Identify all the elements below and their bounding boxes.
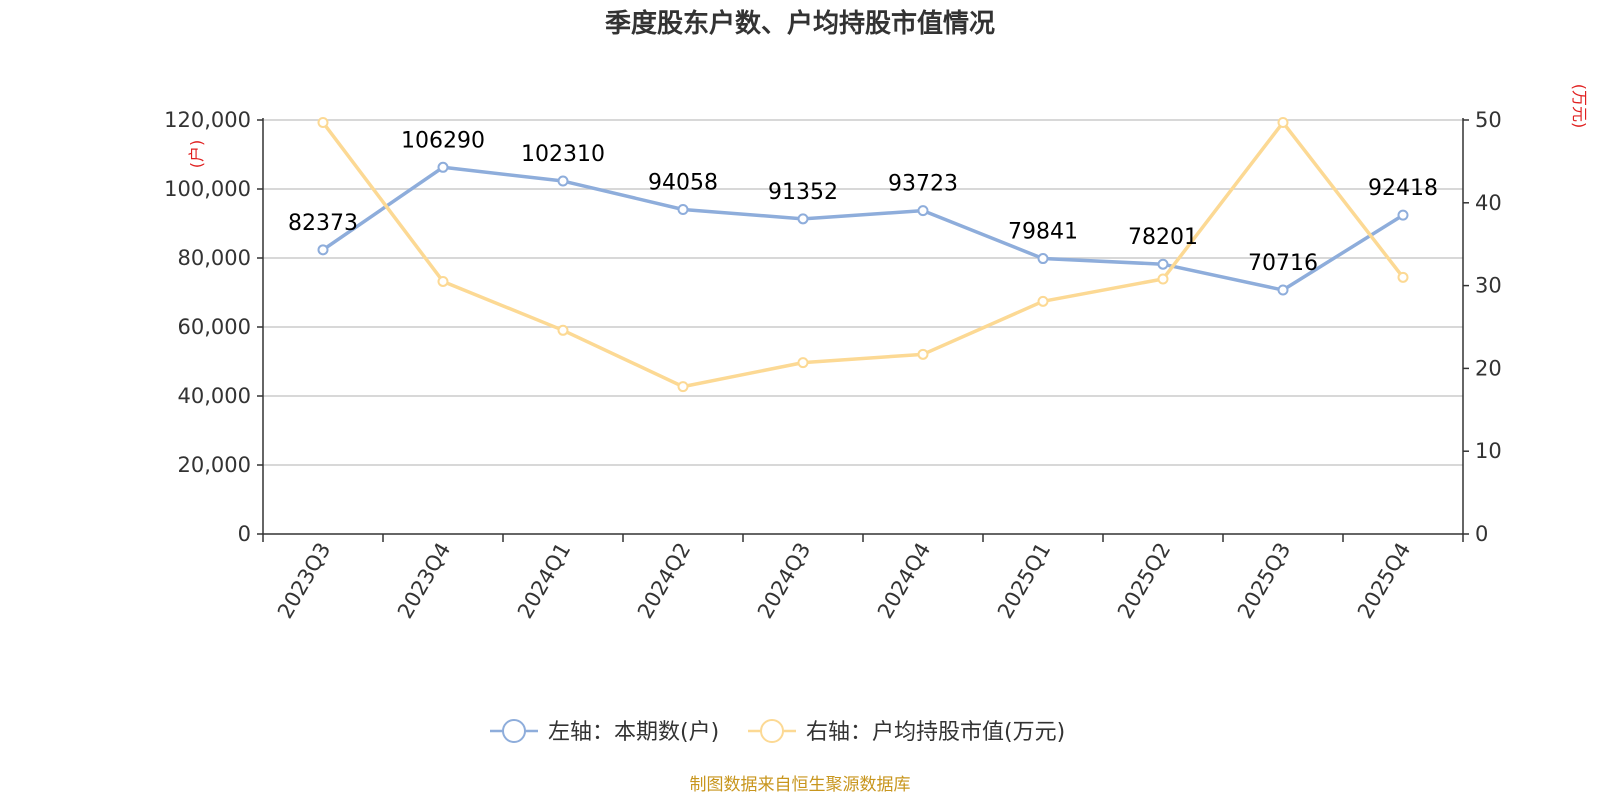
left-axis-tick-label: 60,000 [178,315,251,339]
legend-marker-icon [760,719,784,743]
x-axis-tick-label: 2024Q1 [513,539,575,623]
data-point-right[interactable] [917,348,929,360]
left-axis-unit: (户) [187,140,206,169]
series-line-left [322,165,1404,292]
left-axis-tick-label: 100,000 [164,177,251,201]
x-axis-tick-label: 2024Q4 [873,539,935,623]
x-axis-tick-label: 2023Q3 [273,539,335,623]
data-point-left[interactable] [1397,209,1409,221]
data-point-left[interactable] [1277,284,1289,296]
data-point-left[interactable] [797,213,809,225]
right-axis-unit: (万元) [1570,84,1589,129]
data-point-left[interactable] [1157,258,1169,270]
left-axis-tick-label: 80,000 [178,246,251,270]
x-axis-tick-label: 2024Q3 [753,539,815,623]
data-labels: 82373 106290 102310 94058 91352 93723 79841 782… [288,128,1438,276]
data-point-right[interactable] [1397,271,1409,283]
data-point-right[interactable] [1277,116,1289,128]
data-point-left[interactable] [557,175,569,187]
data-point-right[interactable] [1037,295,1049,307]
left-axis-tick-label: 120,000 [164,108,251,132]
legend-label: 左轴：本期数(户) [548,720,719,745]
data-label: 79841 [1008,220,1078,245]
right-axis-tick-label: 20 [1475,356,1502,380]
x-axis-tick-label: 2024Q2 [633,539,695,623]
data-label: 70716 [1248,251,1318,276]
data-label: 94058 [648,170,718,195]
source-note: 制图数据来自恒生聚源数据库 [690,775,911,795]
left-axis-tick-label: 40,000 [178,384,251,408]
right-axis-tick-label: 40 [1475,191,1502,215]
data-label: 93723 [888,172,958,197]
x-axis-tick-label: 2025Q1 [993,539,1055,623]
data-point-right[interactable] [437,275,449,287]
right-axis-tick-label: 30 [1475,274,1502,298]
series-line-right [321,120,1405,389]
data-point-right[interactable] [317,116,329,128]
data-point-left[interactable] [917,205,929,217]
chart-title: 季度股东户数、户均持股市值情况 [605,8,995,39]
series [317,116,1409,393]
legend[interactable]: 左轴：本期数(户) 右轴：户均持股市值(万元) [490,719,1065,745]
right-axis-tick-label: 50 [1475,108,1502,132]
data-point-left[interactable] [1037,253,1049,265]
left-axis-tick-label: 20,000 [178,453,251,477]
data-point-left[interactable] [437,161,449,173]
data-label: 92418 [1368,176,1438,201]
x-axis-tick-label: 2025Q4 [1353,539,1415,623]
data-point-right[interactable] [677,381,689,393]
data-label: 78201 [1128,225,1198,250]
data-point-right[interactable] [797,357,809,369]
data-label: 91352 [768,180,838,205]
data-label: 102310 [521,142,605,167]
data-label: 106290 [401,128,485,153]
data-point-right[interactable] [1157,273,1169,285]
legend-item-right[interactable]: 右轴：户均持股市值(万元) [748,719,1065,745]
legend-marker-icon [502,719,526,743]
x-axis-tick-label: 2023Q4 [393,539,455,623]
right-axis-tick-label: 10 [1475,439,1502,463]
x-axis-tick-label: 2025Q2 [1113,539,1175,623]
x-axis-tick-label: 2025Q3 [1233,539,1295,623]
data-point-right[interactable] [557,324,569,336]
legend-item-left[interactable]: 左轴：本期数(户) [490,719,719,745]
data-point-left[interactable] [677,203,689,215]
left-axis-tick-label: 0 [238,522,251,546]
grid-lines [263,119,1463,466]
data-label: 82373 [288,211,358,236]
right-axis-tick-label: 0 [1475,522,1488,546]
legend-label: 右轴：户均持股市值(万元) [806,720,1065,745]
data-point-left[interactable] [317,244,329,256]
